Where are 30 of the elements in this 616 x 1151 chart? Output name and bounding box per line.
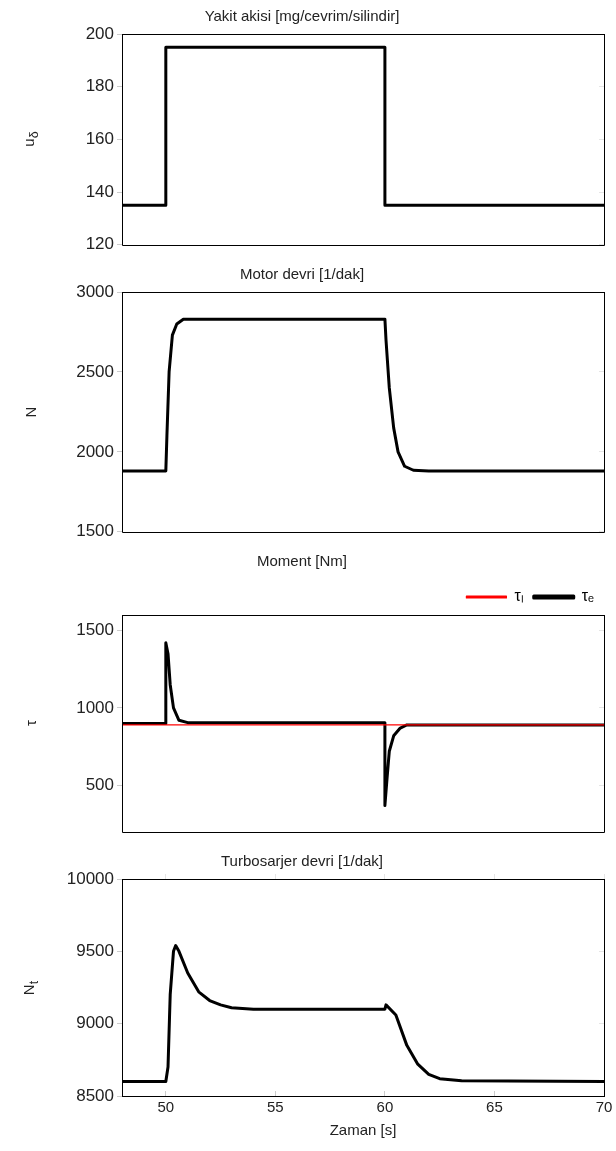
- y-axis-title: τ: [21, 720, 39, 727]
- chart-title: Turbosarjer devri [1/dak]: [220, 852, 384, 870]
- x-tick-label: 60: [376, 1098, 394, 1116]
- y-tick-label: 180: [85, 76, 114, 96]
- chart-title: Yakit akisi [mg/cevrim/silindir]: [204, 7, 400, 25]
- y-tick-label: 9000: [76, 1013, 114, 1033]
- x-tick-label: 50: [157, 1098, 175, 1116]
- legend-label: τₑ: [581, 587, 595, 605]
- x-tick-label: 65: [486, 1098, 503, 1116]
- y-tick-label: 9500: [76, 941, 114, 961]
- y-tick-label: 3000: [76, 281, 114, 301]
- x-tick-label: 70: [595, 1098, 613, 1116]
- y-tick-label: 160: [85, 129, 114, 149]
- chart-title: Motor devri [1/dak]: [239, 265, 365, 283]
- chart-title: Moment [Nm]: [256, 552, 348, 570]
- y-tick-label: 500: [85, 775, 114, 795]
- y-tick-label: 2500: [76, 361, 114, 381]
- y-tick-label: 200: [85, 23, 114, 43]
- y-tick-label: 1500: [76, 620, 114, 640]
- x-axis-title: Zaman [s]: [329, 1121, 397, 1139]
- y-tick-label: 1500: [76, 521, 114, 541]
- legend-label: τₗ: [514, 587, 524, 605]
- y-tick-label: 120: [85, 234, 114, 254]
- y-tick-label: 8500: [76, 1085, 114, 1105]
- y-axis-title: N: [21, 406, 39, 418]
- y-tick-label: 10000: [66, 868, 114, 888]
- y-tick-label: 140: [85, 181, 114, 201]
- y-tick-label: 1000: [76, 697, 114, 717]
- y-tick-label: 2000: [76, 441, 114, 461]
- x-tick-label: 55: [267, 1098, 284, 1116]
